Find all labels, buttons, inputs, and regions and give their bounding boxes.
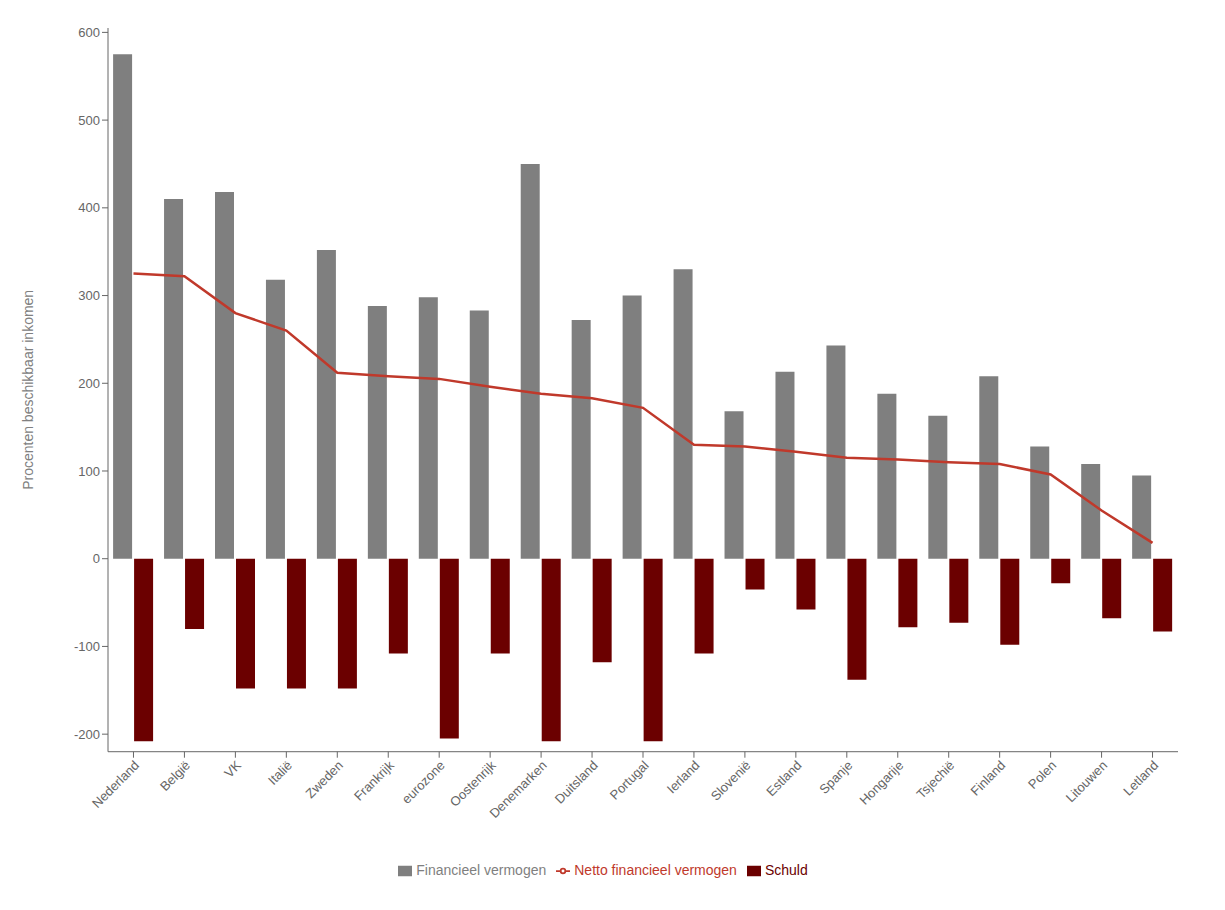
svg-text:-100: -100 bbox=[74, 639, 100, 654]
svg-text:500: 500 bbox=[78, 113, 100, 128]
svg-text:Letland: Letland bbox=[1120, 758, 1161, 799]
svg-text:Portugal: Portugal bbox=[607, 758, 652, 803]
html-text:Schuld: Schuld bbox=[764, 861, 808, 878]
svg-text:VK: VK bbox=[221, 758, 244, 781]
svg-text:0: 0 bbox=[93, 551, 100, 566]
html-text:Netto financieel vermogen: Netto financieel vermogen bbox=[574, 861, 737, 878]
svg-text:eurozone: eurozone bbox=[399, 758, 448, 807]
svg-text:Ierland: Ierland bbox=[664, 758, 703, 797]
svg-text:400: 400 bbox=[78, 200, 100, 215]
svg-text:Oostenrijk: Oostenrijk bbox=[447, 757, 499, 809]
svg-text:Polen: Polen bbox=[1025, 758, 1059, 792]
svg-text:Tsjechië: Tsjechië bbox=[914, 758, 958, 802]
svg-text:200: 200 bbox=[78, 376, 100, 391]
svg-text:Procenten beschikbaar inkomen: Procenten beschikbaar inkomen bbox=[20, 290, 36, 490]
svg-text:Nederland: Nederland bbox=[89, 758, 142, 811]
html-text:Financieel vermogen: Financieel vermogen bbox=[416, 861, 547, 878]
svg-text:-200: -200 bbox=[74, 727, 100, 742]
svg-text:Italië: Italië bbox=[265, 758, 295, 788]
svg-text:België: België bbox=[157, 758, 193, 794]
svg-text:300: 300 bbox=[78, 288, 100, 303]
svg-text:600: 600 bbox=[78, 25, 100, 40]
svg-text:Duitsland: Duitsland bbox=[552, 758, 601, 807]
svg-text:Frankrijk: Frankrijk bbox=[351, 757, 397, 803]
svg-text:100: 100 bbox=[78, 464, 100, 479]
svg-text:Finland: Finland bbox=[968, 758, 1009, 799]
svg-text:Litouwen: Litouwen bbox=[1063, 758, 1110, 805]
svg-text:Estland: Estland bbox=[763, 758, 804, 799]
svg-text:Denemarken: Denemarken bbox=[487, 758, 550, 821]
svg-text:Zweden: Zweden bbox=[303, 758, 346, 801]
svg-text:Slovenië: Slovenië bbox=[708, 758, 754, 804]
svg-text:Hongarije: Hongarije bbox=[856, 758, 906, 808]
svg-text:Spanje: Spanje bbox=[816, 758, 855, 797]
